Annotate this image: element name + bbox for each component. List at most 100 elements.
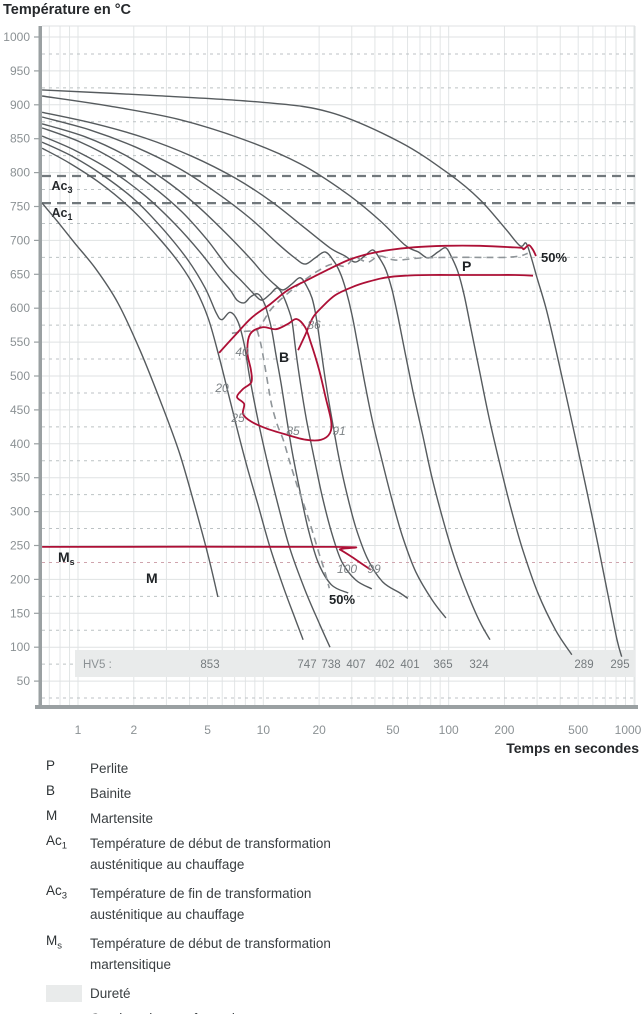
legend-bainite: B Bainite (0, 783, 643, 808)
percent-label-25: 25 (230, 411, 245, 425)
y-tick-label: 800 (10, 166, 30, 180)
legend-courbes-key (46, 1008, 90, 1014)
ac3-line-label: Ac3 (52, 179, 73, 195)
y-tick-label: 450 (10, 403, 30, 417)
perlite-finish-curve (297, 274, 534, 351)
fifty-percent-bainite-dashed (256, 329, 331, 589)
hardness-band (75, 650, 635, 677)
fifty-percent-bainite-label: 50% (329, 592, 355, 607)
legend-perlite: P Perlite (0, 758, 643, 783)
percent-label-99: 99 (367, 562, 381, 576)
x-tick-label: 20 (312, 723, 326, 737)
hv5-value-402: 402 (375, 659, 394, 671)
percent-label-86: 86 (307, 318, 321, 332)
hv5-value-853: 853 (200, 659, 219, 671)
y-tick-label: 250 (10, 539, 30, 553)
x-tick-label: 500 (568, 723, 588, 737)
legend-martensite: M Martensite (0, 808, 643, 833)
legend-ac3: Ac3 Température de fin de transformation a… (0, 883, 643, 933)
legend-courbes-text: Courbes de transformation (90, 1008, 250, 1014)
chart-title: Température en °C (3, 2, 132, 18)
y-tick-label: 150 (10, 606, 30, 620)
legend-bainite-key: B (46, 783, 56, 798)
x-tick-label: 100 (439, 723, 459, 737)
y-tick-label: 650 (10, 267, 30, 281)
x-tick-label: 200 (494, 723, 514, 737)
y-tick-label: 300 (10, 505, 30, 519)
cooling-curve-3 (41, 141, 331, 648)
percent-label-85: 85 (286, 424, 300, 438)
x-tick-label: 2 (130, 723, 137, 737)
ms-line (42, 545, 372, 571)
percent-label-91: 91 (332, 424, 345, 438)
y-tick-label: 750 (10, 200, 30, 214)
y-tick-label: 50 (17, 674, 31, 688)
x-tick-label: 50 (386, 723, 400, 737)
perlite-start-curve (218, 244, 537, 354)
legend-perlite-key: P (46, 758, 56, 773)
perlite-region-label: P (462, 258, 471, 274)
bainite-region-outline (236, 318, 333, 442)
x-tick-label: 1 (75, 723, 82, 737)
hv5-value-365: 365 (433, 659, 452, 671)
x-axis-title: Temps en secondes (506, 740, 639, 756)
y-tick-label: 700 (10, 233, 30, 247)
legend-ac1-key: Ac1 (46, 833, 68, 852)
x-axis-bar (35, 705, 638, 709)
cooling-curve-8 (41, 111, 491, 641)
hv5-value-324: 324 (469, 659, 489, 671)
cooling-curves (41, 89, 623, 657)
martensite-region-label: M (146, 570, 158, 586)
legend-ms-text: Température de début de transformation ma… (90, 936, 331, 972)
y-tick-label: 900 (10, 98, 30, 112)
legend: P Perlite B Bainite M Martensite Ac1 Températur… (0, 758, 643, 1014)
y-axis-bar (38, 26, 42, 709)
legend-bainite-text: Bainite (90, 786, 132, 801)
cooling-curve-2 (41, 147, 304, 640)
percent-label-100: 100 (337, 562, 357, 576)
cct-chart: 1000950900850800750700650600550500450400… (3, 2, 642, 756)
percent-label-20: 20 (214, 381, 229, 395)
legend-martensite-text: Martensite (90, 811, 154, 826)
legend-ms-key: Ms (46, 933, 62, 952)
hv5-value-747: 747 (297, 659, 316, 671)
cooling-curve-9 (41, 95, 573, 656)
cooling-curve-1 (41, 202, 219, 598)
y-tick-label: 1000 (3, 30, 30, 44)
legend-martensite-key: M (46, 808, 58, 823)
axis-ticks: 1000950900850800750700650600550500450400… (3, 30, 641, 737)
cooling-curve-6 (41, 123, 409, 599)
y-tick-label: 850 (10, 132, 30, 146)
x-tick-label: 5 (204, 723, 211, 737)
ac1-line-label: Ac1 (52, 206, 73, 222)
hardness-swatch (46, 985, 82, 1002)
cooling-curve-5 (41, 127, 373, 590)
y-tick-label: 600 (10, 301, 30, 315)
cooling-curve-10 (42, 89, 623, 657)
legend-durete-text: Dureté (90, 986, 131, 1001)
hv5-caption: HV5 : (83, 659, 112, 671)
hv5-value-401: 401 (400, 659, 419, 671)
y-tick-label: 950 (10, 64, 30, 78)
legend-ac1-text: Température de début de transformation au… (90, 836, 331, 872)
y-tick-label: 350 (10, 471, 30, 485)
y-tick-label: 200 (10, 572, 30, 586)
percent-label-40: 40 (235, 345, 249, 359)
fifty-percent-perlite-label: 50% (541, 250, 567, 265)
legend-perlite-text: Perlite (90, 761, 129, 776)
hv5-value-407: 407 (346, 659, 365, 671)
legend-ms: Ms Température de début de transformation… (0, 933, 643, 983)
y-tick-label: 550 (10, 335, 30, 349)
hv5-value-289: 289 (574, 659, 593, 671)
legend-ac1: Ac1 Température de début de transformatio… (0, 833, 643, 883)
cooling-curve-7 (41, 116, 447, 619)
y-tick-label: 500 (10, 369, 30, 383)
bainite-region-label: B (279, 349, 289, 365)
legend-ac3-text: Température de fin de transformation aust… (90, 886, 312, 922)
ms-line-label: Ms (58, 549, 75, 567)
legend-courbes: Courbes de transformation (0, 1008, 643, 1014)
hv5-value-738: 738 (321, 659, 340, 671)
x-tick-label: 10 (257, 723, 271, 737)
legend-durete: Dureté (0, 983, 643, 1008)
